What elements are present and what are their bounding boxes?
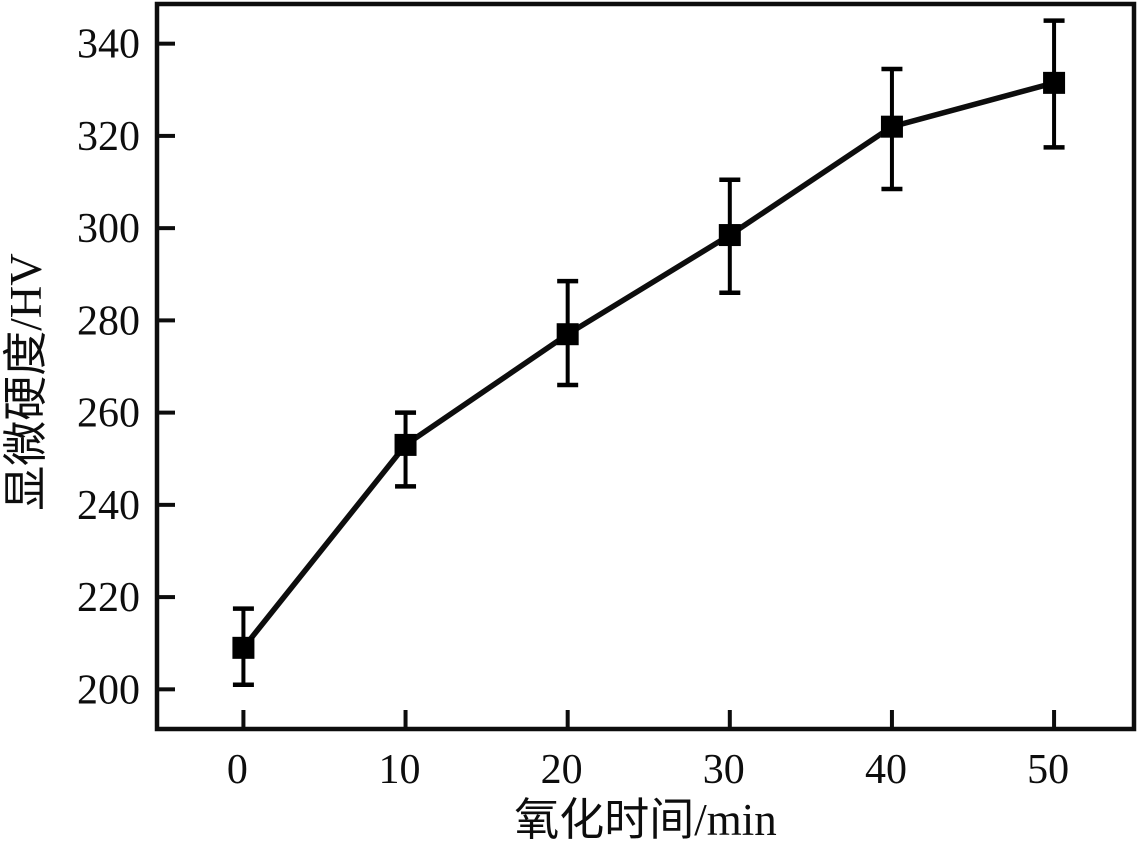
y-tick-label: 240 bbox=[77, 483, 140, 529]
data-point-marker bbox=[556, 323, 579, 346]
plot-frame bbox=[154, 1, 1137, 732]
data-point-marker bbox=[394, 433, 417, 456]
y-tick-label: 220 bbox=[77, 575, 140, 621]
data-point-marker bbox=[1043, 71, 1066, 94]
data-line bbox=[240, 80, 1057, 651]
y-tick-label: 320 bbox=[77, 114, 140, 160]
x-tick-label: 40 bbox=[865, 747, 907, 793]
x-tick-label: 0 bbox=[227, 747, 248, 793]
y-axis-title: 显微硬度/HV bbox=[1, 253, 51, 511]
x-tick-label: 50 bbox=[1027, 747, 1069, 793]
y-tick-label: 280 bbox=[77, 298, 140, 344]
y-tick-label: 200 bbox=[77, 667, 140, 713]
x-tick-label: 30 bbox=[703, 747, 745, 793]
y-tick-label: 340 bbox=[77, 22, 140, 68]
y-tick-label: 260 bbox=[77, 391, 140, 437]
x-axis-title: 氧化时间/min bbox=[514, 795, 777, 845]
y-tick-label: 300 bbox=[77, 206, 140, 252]
x-tick-label: 20 bbox=[541, 747, 583, 793]
data-point-marker bbox=[718, 224, 741, 247]
x-tick-label: 10 bbox=[379, 747, 421, 793]
data-point-marker bbox=[880, 115, 903, 138]
data-point-marker bbox=[232, 636, 255, 659]
